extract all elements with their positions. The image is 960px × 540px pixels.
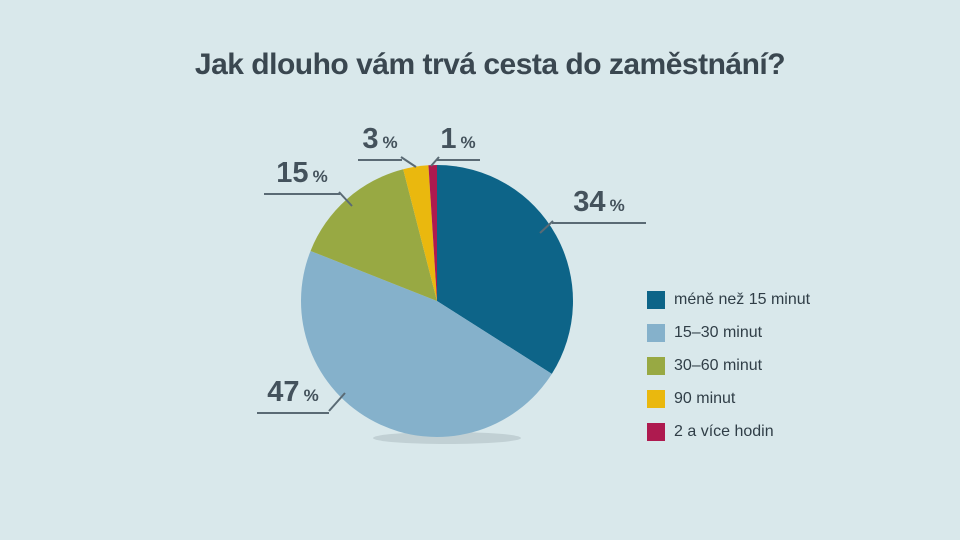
legend: méně než 15 minut 15–30 minut 30–60 minu… bbox=[647, 291, 810, 456]
leader-line-47 bbox=[328, 392, 346, 412]
legend-label-1: 15–30 minut bbox=[674, 324, 763, 341]
legend-swatch-0 bbox=[647, 291, 665, 309]
legend-label-0: méně než 15 minut bbox=[674, 291, 811, 308]
pie-shadow bbox=[373, 432, 521, 444]
slice-value-34: 34 bbox=[573, 186, 606, 218]
legend-label-4: 2 a více hodin bbox=[674, 423, 774, 440]
legend-swatch-2 bbox=[647, 357, 665, 375]
leader-line-15 bbox=[338, 191, 353, 207]
pie-slice-2 bbox=[310, 169, 437, 301]
pie-slice-4 bbox=[428, 165, 437, 301]
pie-slice-1 bbox=[301, 250, 552, 437]
legend-item-1: 15–30 minut bbox=[647, 324, 810, 342]
slice-value-47: 47 bbox=[267, 376, 300, 408]
slice-value-15: 15 bbox=[276, 157, 309, 189]
percent-sign: % bbox=[303, 386, 319, 405]
slice-label-34: 34% bbox=[552, 187, 646, 224]
percent-sign: % bbox=[460, 133, 476, 152]
slice-value-3: 3 bbox=[362, 123, 379, 155]
leader-line-1 bbox=[430, 156, 440, 167]
pie-slice-3 bbox=[403, 165, 437, 301]
legend-swatch-3 bbox=[647, 390, 665, 408]
slice-label-1: 1% bbox=[436, 124, 480, 161]
legend-item-4: 2 a více hodin bbox=[647, 423, 810, 441]
slice-label-15: 15% bbox=[264, 158, 340, 195]
pie-slice-0 bbox=[437, 165, 573, 374]
leader-line-34 bbox=[539, 220, 554, 234]
slice-label-47: 47% bbox=[257, 377, 329, 414]
leader-lines-group bbox=[328, 156, 554, 412]
legend-label-3: 90 minut bbox=[674, 390, 736, 407]
percent-sign: % bbox=[312, 167, 328, 186]
leader-line-3 bbox=[400, 156, 417, 168]
slice-label-3: 3% bbox=[358, 124, 402, 161]
slice-value-1: 1 bbox=[440, 123, 457, 155]
legend-item-0: méně než 15 minut bbox=[647, 291, 810, 309]
legend-item-2: 30–60 minut bbox=[647, 357, 810, 375]
pie-slices-group bbox=[301, 165, 573, 437]
legend-label-2: 30–60 minut bbox=[674, 357, 763, 374]
legend-swatch-1 bbox=[647, 324, 665, 342]
percent-sign: % bbox=[382, 133, 398, 152]
percent-sign: % bbox=[609, 196, 625, 215]
legend-swatch-4 bbox=[647, 423, 665, 441]
chart-title: Jak dlouho vám trvá cesta do zaměstnání? bbox=[194, 48, 786, 81]
legend-item-3: 90 minut bbox=[647, 390, 810, 408]
